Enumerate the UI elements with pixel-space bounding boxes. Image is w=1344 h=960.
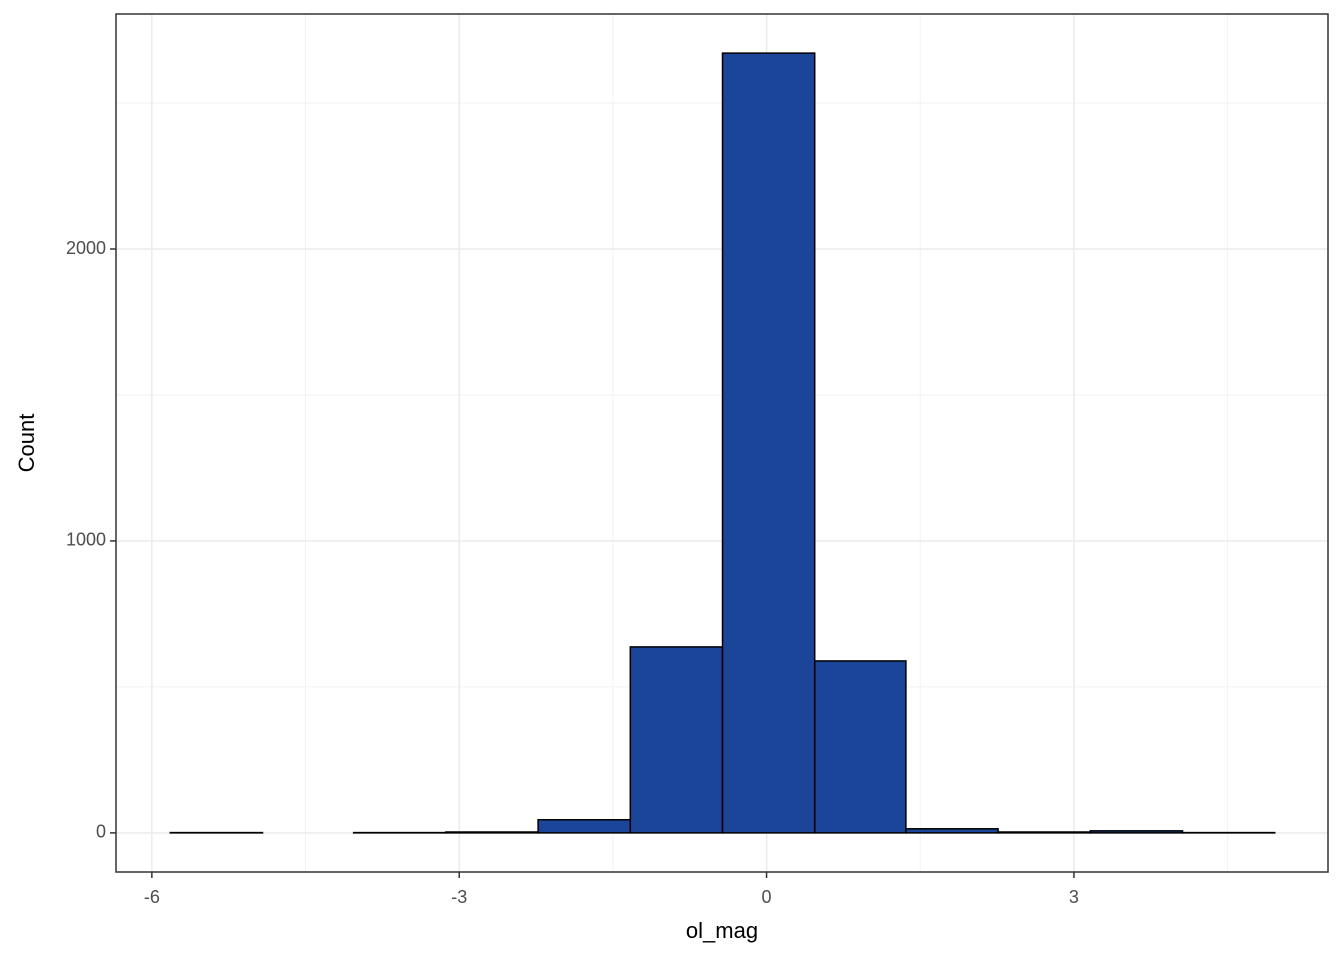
y-tick-label: 2000 [66,238,106,258]
bar [629,646,724,834]
x-axis-title: ol_mag [686,918,758,943]
bar [905,828,999,834]
panel-border [115,13,1329,873]
x-tick-label: -6 [144,887,160,907]
x-tick-label: -3 [451,887,467,907]
bar [813,660,907,834]
bar [1089,830,1184,834]
x-tick-label: 0 [762,887,772,907]
bar [445,831,539,834]
y-tick-label: 0 [96,822,106,842]
bar [997,831,1092,834]
y-axis-title: Count [14,414,39,473]
bar [537,818,632,834]
y-tick-label: 1000 [66,530,106,550]
x-tick-label: 3 [1069,887,1079,907]
bar [721,52,816,834]
